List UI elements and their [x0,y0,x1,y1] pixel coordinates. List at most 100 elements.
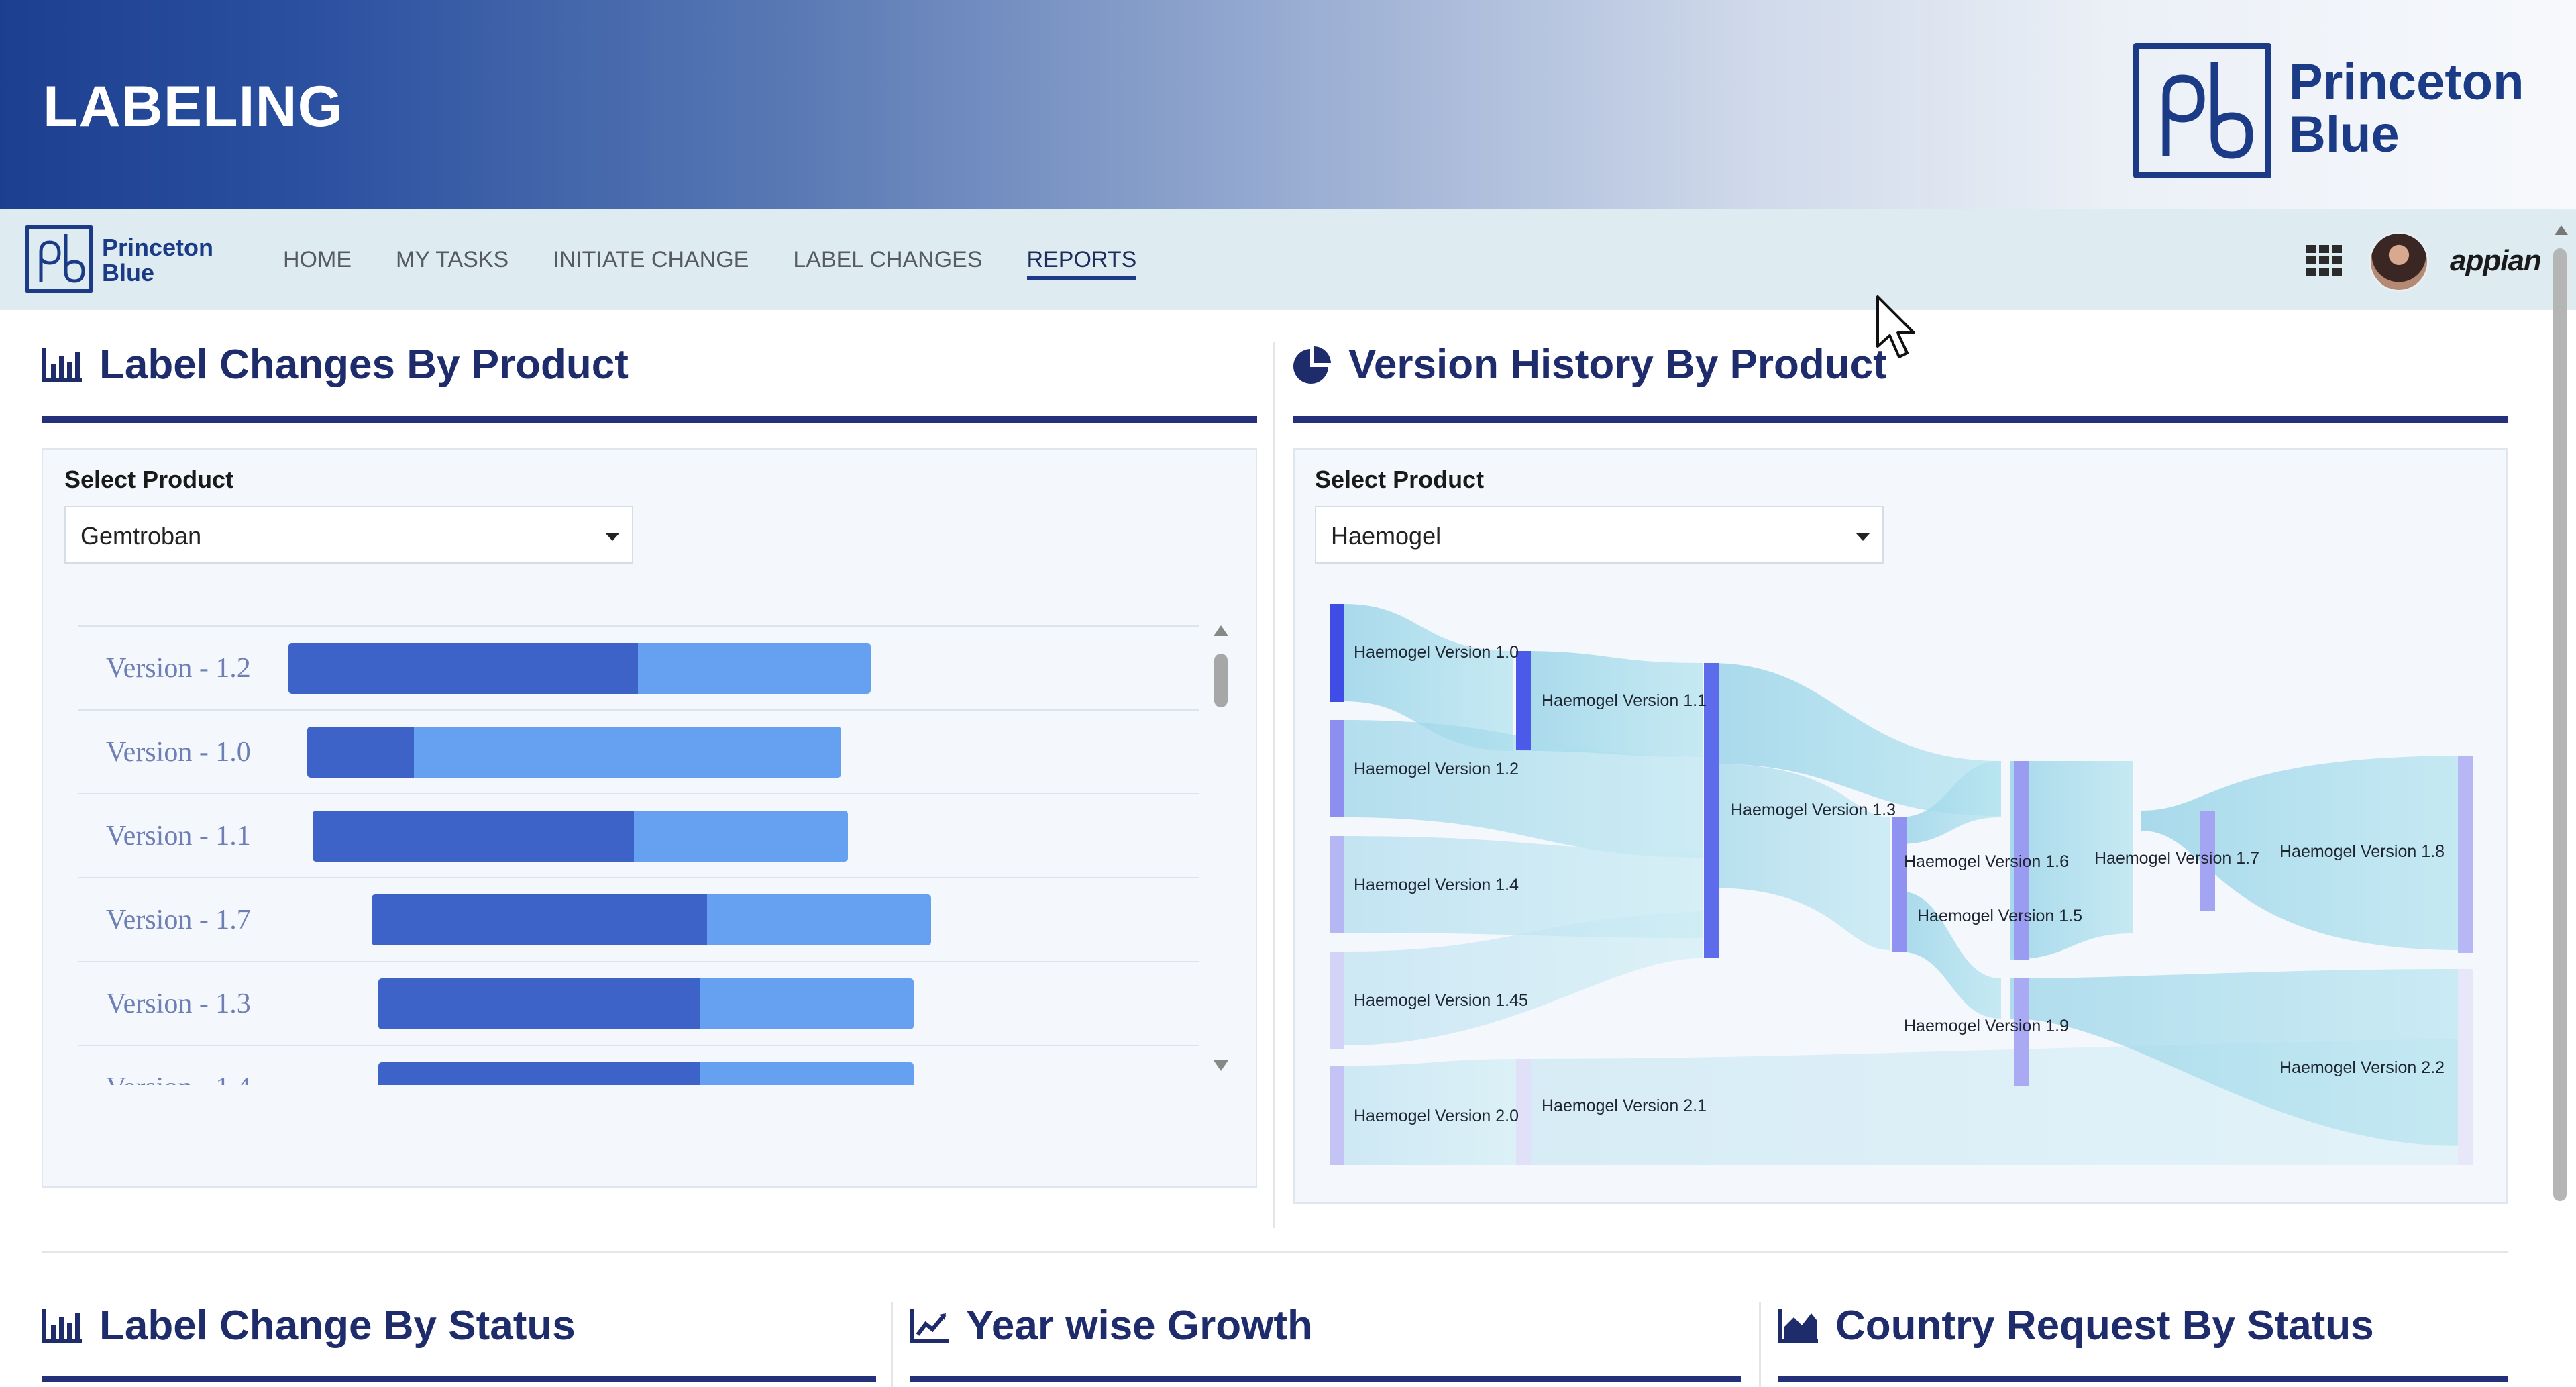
bar-segment-dark[interactable] [372,894,708,945]
scroll-down-icon[interactable] [1214,1060,1228,1071]
scroll-up-icon[interactable] [1214,625,1228,636]
sankey-node-label: Haemogel Version 1.45 [1354,991,1528,1010]
label-changes-heading: Label Changes By Product [42,341,629,389]
sankey-link[interactable] [1344,836,1703,938]
sankey-labels: Haemogel Version 1.0 Haemogel Version 1.… [1354,643,2445,1125]
sankey-node[interactable] [2014,978,2029,1086]
sankey-link[interactable] [1711,663,2001,816]
bar-segment-light[interactable] [699,1062,914,1085]
version-history-heading: Version History By Product [1292,341,1887,389]
bar-row: Version - 1.1 [78,794,1199,878]
bar[interactable] [313,811,848,862]
sankey-node[interactable] [1330,952,1344,1049]
sankey-node[interactable] [2458,756,2473,953]
banner-brand-text: Princeton Blue [2289,56,2524,161]
sankey-node[interactable] [1704,663,1719,958]
area-chart-icon [1778,1308,1818,1343]
sankey-node-label: Haemogel Version 2.2 [2279,1058,2445,1077]
nav-home[interactable]: HOME [283,246,352,272]
sankey-node[interactable] [1330,604,1344,702]
bar-segment-dark[interactable] [378,978,700,1029]
column-divider [891,1302,893,1387]
nav-brand-line1: Princeton [102,234,214,261]
page-scrollbar[interactable] [2551,215,2569,1387]
bar-segment-dark[interactable] [313,811,634,862]
sankey-node[interactable] [1330,1066,1344,1165]
sankey-node-label: Haemogel Version 1.3 [1731,801,1896,819]
page-scroll-thumb[interactable] [2553,248,2567,1201]
sankey-node[interactable] [2458,969,2473,1165]
sankey-node-label: Haemogel Version 1.0 [1354,643,1519,662]
sankey-link[interactable] [1344,720,1703,858]
bar-segment-dark[interactable] [378,1062,700,1085]
sankey-node-label: Haemogel Version 1.7 [2094,849,2259,868]
version-history-title: Version History By Product [1348,342,1887,388]
app-grid-icon[interactable] [2306,245,2343,276]
bar[interactable] [378,1062,914,1085]
sankey-link[interactable] [1344,604,1513,751]
bar-segment-light[interactable] [637,643,871,694]
sankey-node[interactable] [1892,817,1907,952]
sankey-node[interactable] [1516,651,1531,750]
bar-segment-light[interactable] [633,811,848,862]
product-select-dropdown[interactable]: Haemogel [1315,506,1884,564]
sankey-link[interactable] [1898,891,2001,1019]
sankey-link[interactable] [2010,761,2133,960]
label-change-status-rule [42,1376,876,1382]
bar-row: Version - 1.2 [78,627,1199,711]
bar-segment-light[interactable] [699,978,914,1029]
bar-segment-light[interactable] [414,727,841,778]
year-wise-growth-rule [910,1376,1741,1382]
bar[interactable] [378,978,914,1029]
sankey-link[interactable] [1711,764,1890,950]
column-divider [1759,1302,1761,1387]
product-select-dropdown[interactable]: Gemtroban [64,506,633,564]
bar-segment-dark[interactable] [307,727,415,778]
sankey-node[interactable] [2200,811,2215,911]
version-history-rule [1293,416,2508,423]
select-product-label: Select Product [1315,466,1485,493]
nav-menu: HOME MY TASKS INITIATE CHANGE LABEL CHAN… [283,209,1136,310]
bar-list-scrollbar[interactable] [1208,625,1234,1082]
sankey-link[interactable] [1521,651,1703,757]
bar-list-scroll-thumb[interactable] [1214,654,1228,707]
country-request-status-title: Country Request By Status [1835,1302,2374,1349]
label-change-status-title: Label Change By Status [99,1302,576,1349]
pb-small-logo-icon [25,225,93,293]
nav-my-tasks[interactable]: MY TASKS [396,246,509,272]
bar[interactable] [288,643,871,694]
sankey-nodes [1330,604,2473,1165]
nav-label-changes[interactable]: LABEL CHANGES [793,246,983,272]
sankey-node-label: Haemogel Version 1.8 [2279,842,2445,861]
sankey-node-label: Haemogel Version 2.1 [1542,1096,1707,1115]
bar-row: Version - 1.0 [78,711,1199,794]
sankey-link[interactable] [2141,756,2461,950]
sankey-link[interactable] [1344,911,1703,1045]
nav-logo[interactable]: Princeton Blue [25,225,227,295]
bar-row: Version - 1.4 [78,1046,1199,1085]
nav-brand-line2: Blue [102,259,155,287]
nav-initiate-change[interactable]: INITIATE CHANGE [553,246,749,272]
nav-reports[interactable]: REPORTS [1026,209,1136,310]
sankey-link[interactable] [1898,761,2001,844]
scroll-up-icon[interactable] [2555,225,2568,235]
nav-brand-text: Princeton Blue [102,235,213,286]
bar[interactable] [307,727,841,778]
sankey-link[interactable] [2010,969,2461,1146]
sankey-node-label: Haemogel Version 1.5 [1917,907,2082,925]
sankey-link[interactable] [1344,1059,1521,1165]
app-banner: LABELING Princeton Blue [0,0,2576,209]
sankey-node[interactable] [1330,720,1344,817]
sankey-node[interactable] [1330,836,1344,933]
user-avatar[interactable] [2369,232,2429,292]
chevron-down-icon [605,533,620,541]
bar-segment-dark[interactable] [288,643,638,694]
chevron-down-icon [1856,533,1870,541]
bar-segment-light[interactable] [707,894,931,945]
sankey-node-label: Haemogel Version 1.9 [1904,1017,2069,1035]
bar[interactable] [372,894,931,945]
sankey-node[interactable] [1516,1059,1531,1165]
year-wise-growth-title: Year wise Growth [966,1302,1313,1349]
sankey-node[interactable] [2014,761,2029,960]
sankey-node-label: Haemogel Version 1.4 [1354,876,1519,894]
